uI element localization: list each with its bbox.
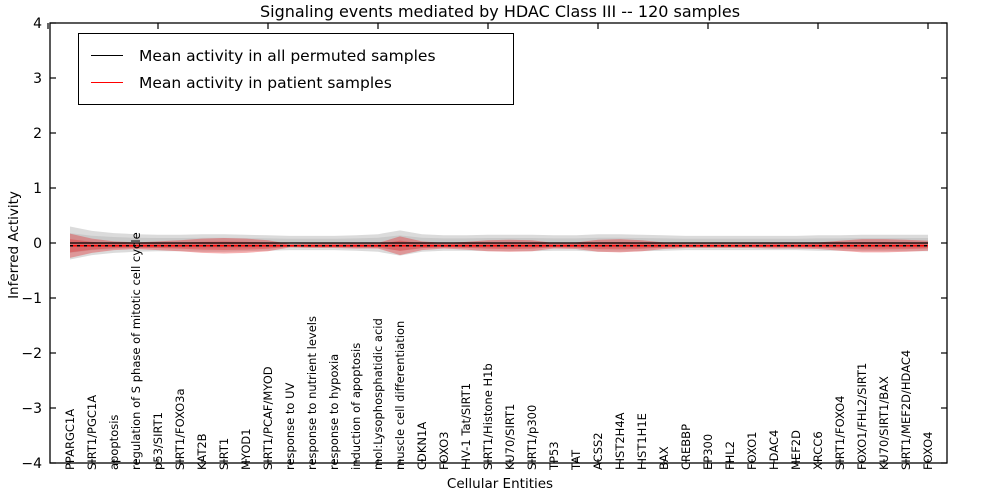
x-tick-label: PPARGC1A: [63, 409, 77, 470]
x-tick-label: SIRT1/MEF2D/HDAC4: [899, 350, 913, 470]
x-tick-label: regulation of S phase of mitotic cell cy…: [129, 232, 143, 470]
x-tick-label: XRCC6: [811, 431, 825, 470]
x-tick-label: HIV-1 Tat/SIRT1: [459, 383, 473, 470]
x-tick-label: EP300: [701, 434, 715, 470]
x-tick-label: FOXO4: [921, 432, 935, 470]
x-tick-label: SIRT1/p300: [525, 405, 539, 470]
legend-entry-permuted: Mean activity in all permuted samples: [91, 42, 503, 69]
legend-label-permuted: Mean activity in all permuted samples: [139, 46, 436, 65]
x-tick-label: p53/SIRT1: [151, 412, 165, 470]
x-tick-label: BAX: [657, 446, 671, 470]
y-tick-label: −2: [21, 346, 42, 362]
x-tick-label: SIRT1/FOXO4: [833, 395, 847, 470]
x-tick-label: TAT: [569, 449, 583, 471]
y-tick-label: 3: [33, 71, 42, 87]
y-tick-label: 1: [33, 181, 42, 197]
x-tick-label: SIRT1/Histone H1b: [481, 363, 495, 470]
x-tick-label: response to UV: [283, 382, 297, 470]
x-tick-label: SIRT1/FOXO3a: [173, 388, 187, 470]
x-tick-label: FOXO1: [745, 432, 759, 470]
x-tick-label: muscle cell differentiation: [393, 321, 407, 470]
x-tick-label: MEF2D: [789, 430, 803, 470]
chart-title: Signaling events mediated by HDAC Class …: [259, 2, 741, 21]
y-tick-label: −4: [21, 456, 42, 472]
y-tick-label: 2: [33, 126, 42, 142]
legend-label-patient: Mean activity in patient samples: [139, 73, 392, 92]
x-tick-label: CREBBP: [679, 424, 693, 470]
y-tick-label: 0: [33, 236, 42, 252]
x-tick-label: KU70/SIRT1/BAX: [877, 376, 891, 470]
x-tick-label: MYOD1: [239, 428, 253, 470]
legend: Mean activity in all permuted samples Me…: [78, 33, 514, 105]
permuted-line-swatch: [91, 55, 123, 56]
x-tick-label: SIRT1/PCAF/MYOD: [261, 366, 275, 470]
y-tick-label: 4: [33, 16, 42, 32]
x-tick-label: HIST1H1E: [635, 413, 649, 470]
y-tick-label: −3: [21, 401, 42, 417]
x-tick-label: FOXO3: [437, 432, 451, 470]
x-axis-label: Cellular Entities: [446, 476, 554, 492]
legend-entry-patient: Mean activity in patient samples: [91, 69, 503, 96]
x-tick-label: KU70/SIRT1: [503, 404, 517, 470]
x-tick-label: TP53: [547, 441, 561, 471]
x-tick-label: SIRT1: [217, 438, 231, 470]
x-tick-label: mol:Lysophosphatidic acid: [371, 318, 385, 470]
patient-line-swatch: [91, 82, 123, 83]
x-tick-label: FOXO1/FHL2/SIRT1: [855, 363, 869, 470]
x-tick-label: KAT2B: [195, 433, 209, 470]
x-tick-label: apoptosis: [107, 415, 121, 470]
x-tick-label: HDAC4: [767, 430, 781, 470]
x-tick-label: SIRT1/PGC1A: [85, 395, 99, 470]
x-tick-label: FHL2: [723, 441, 737, 470]
y-axis-label: Inferred Activity: [6, 191, 22, 299]
x-tick-label: ACSS2: [591, 432, 605, 470]
x-tick-label: induction of apoptosis: [349, 343, 363, 470]
y-tick-label: −1: [21, 291, 42, 307]
x-tick-label: response to nutrient levels: [305, 316, 319, 470]
x-tick-label: response to hypoxia: [327, 354, 341, 470]
x-tick-label: CDKN1A: [415, 422, 429, 470]
x-tick-label: HIST2H4A: [613, 412, 627, 470]
